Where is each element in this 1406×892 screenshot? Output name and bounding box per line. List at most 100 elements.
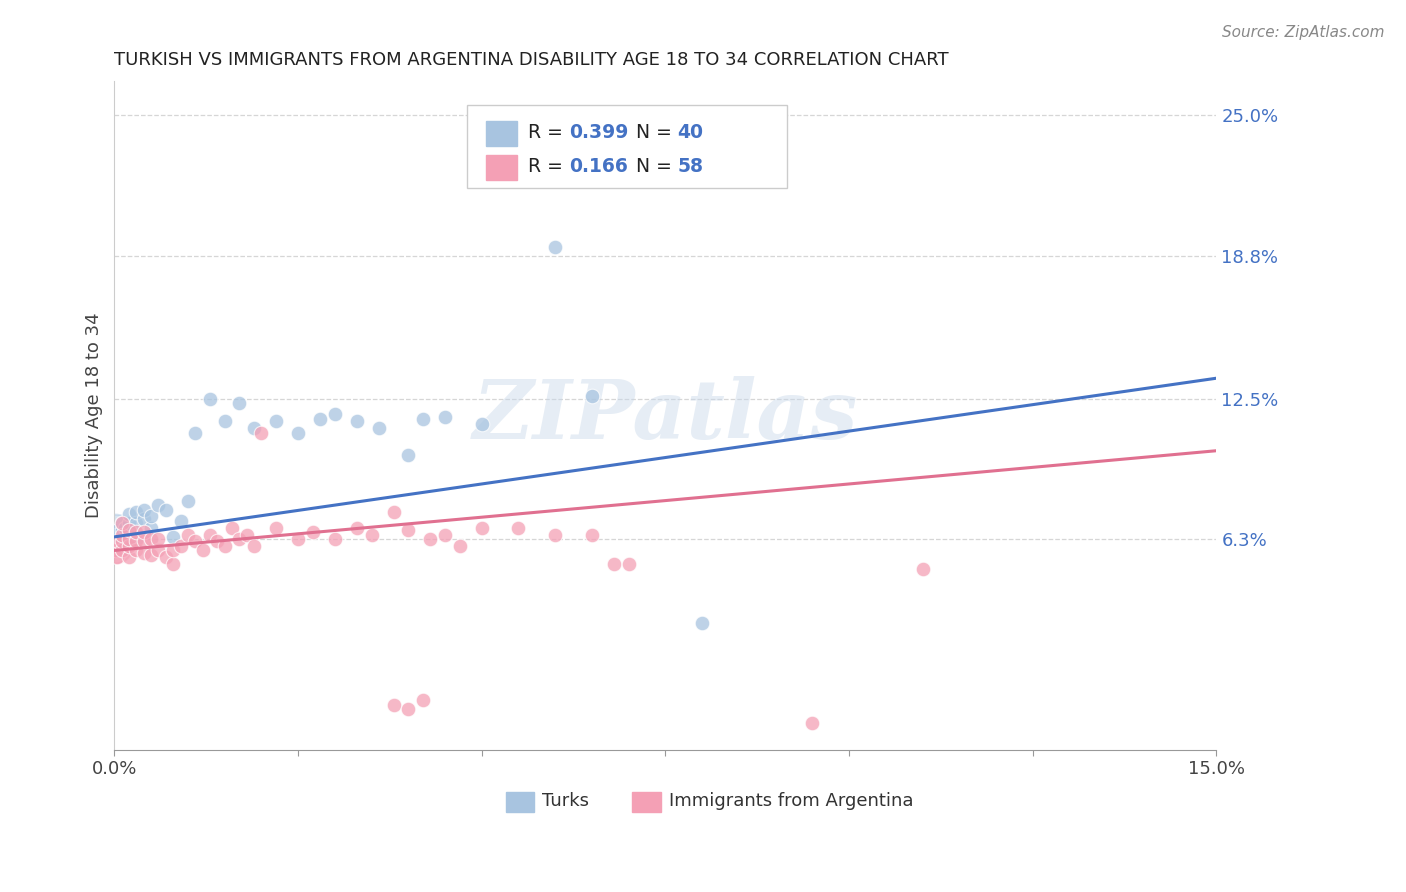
Text: 58: 58 <box>678 157 703 177</box>
Point <box>155 502 177 516</box>
Point <box>184 534 207 549</box>
Point <box>132 512 155 526</box>
Text: Turks: Turks <box>541 792 589 810</box>
Point <box>287 532 309 546</box>
Point <box>449 539 471 553</box>
Point <box>419 532 441 546</box>
Point <box>581 527 603 541</box>
Point <box>184 425 207 440</box>
Point <box>287 425 309 440</box>
Point <box>243 421 266 435</box>
Point <box>243 539 266 553</box>
Point <box>114 521 136 535</box>
Point <box>235 527 257 541</box>
Point <box>323 408 346 422</box>
Point <box>581 389 603 403</box>
Point <box>169 514 191 528</box>
Point <box>471 521 494 535</box>
Point <box>104 539 127 553</box>
Point <box>107 523 129 537</box>
Text: Source: ZipAtlas.com: Source: ZipAtlas.com <box>1222 25 1385 40</box>
Point <box>111 543 134 558</box>
Point <box>264 414 287 428</box>
Point <box>139 521 162 535</box>
Text: R =: R = <box>527 123 568 143</box>
Point <box>382 698 405 712</box>
Point <box>396 523 419 537</box>
Point <box>107 534 129 549</box>
Point <box>603 557 626 571</box>
Point <box>139 548 162 562</box>
Point <box>169 539 191 553</box>
Point <box>132 525 155 540</box>
Point <box>250 425 273 440</box>
Bar <box>633 792 661 812</box>
Point <box>125 543 148 558</box>
Y-axis label: Disability Age 18 to 34: Disability Age 18 to 34 <box>86 313 103 518</box>
Text: 0.399: 0.399 <box>569 123 628 143</box>
Point <box>125 532 148 546</box>
Point <box>111 523 134 537</box>
Point <box>111 534 134 549</box>
FancyBboxPatch shape <box>467 104 786 188</box>
Point <box>111 527 134 541</box>
Point <box>346 521 368 535</box>
Point <box>104 527 127 541</box>
Point <box>207 534 229 549</box>
Point <box>228 396 250 410</box>
Point <box>111 516 134 531</box>
Text: N =: N = <box>636 123 678 143</box>
Point <box>396 448 419 462</box>
Point <box>118 516 141 531</box>
Point <box>228 532 250 546</box>
Point <box>162 557 184 571</box>
Text: 0.166: 0.166 <box>569 157 628 177</box>
Bar <box>486 120 516 146</box>
Point <box>118 550 141 565</box>
Text: TURKISH VS IMMIGRANTS FROM ARGENTINA DISABILITY AGE 18 TO 34 CORRELATION CHART: TURKISH VS IMMIGRANTS FROM ARGENTINA DIS… <box>114 51 949 69</box>
Point <box>471 417 494 431</box>
Point <box>118 525 141 540</box>
Point <box>367 421 389 435</box>
Point <box>111 534 134 549</box>
Point <box>690 615 713 630</box>
Point <box>301 525 323 540</box>
Point <box>177 493 200 508</box>
Point <box>132 546 155 560</box>
Point <box>162 543 184 558</box>
Point <box>139 509 162 524</box>
Point <box>198 392 221 406</box>
Point <box>111 516 134 531</box>
Point <box>309 412 332 426</box>
Point <box>148 543 170 558</box>
Text: 40: 40 <box>678 123 703 143</box>
Point <box>118 507 141 521</box>
Point <box>104 527 127 541</box>
Point <box>105 550 128 565</box>
Point <box>118 532 141 546</box>
Point <box>544 527 567 541</box>
Point <box>148 498 170 512</box>
Point <box>198 527 221 541</box>
Point <box>617 557 640 571</box>
Point <box>214 539 236 553</box>
Point <box>911 561 934 575</box>
Point <box>125 516 148 531</box>
Point <box>434 527 457 541</box>
Point <box>412 693 434 707</box>
Point <box>162 530 184 544</box>
Point <box>508 521 530 535</box>
Text: Immigrants from Argentina: Immigrants from Argentina <box>669 792 914 810</box>
Text: R =: R = <box>527 157 568 177</box>
Point <box>125 525 148 540</box>
Point <box>118 539 141 553</box>
Bar <box>506 792 534 812</box>
Point <box>801 715 824 730</box>
Text: ZIPatlas: ZIPatlas <box>472 376 858 456</box>
Point <box>360 527 382 541</box>
Point <box>191 543 214 558</box>
Point <box>105 532 128 546</box>
Point <box>132 502 155 516</box>
Point <box>346 414 368 428</box>
Point <box>177 527 200 541</box>
